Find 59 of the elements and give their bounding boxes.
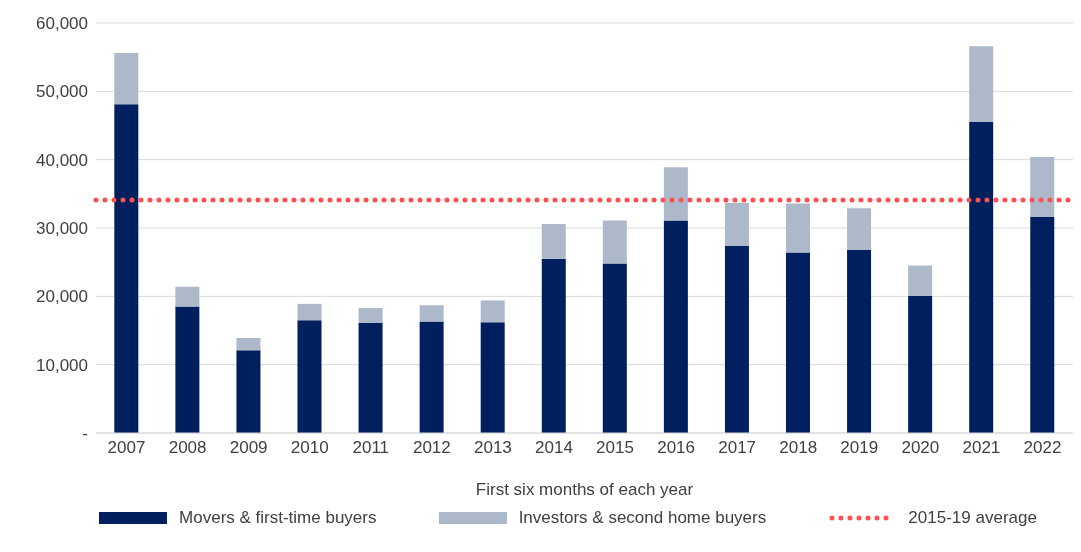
bar: [847, 249, 872, 433]
legend-label: 2015-19 average: [908, 508, 1037, 528]
x-tick-label: 2016: [657, 438, 696, 458]
y-tick-label: -: [82, 424, 88, 444]
x-tick-label: 2015: [596, 438, 634, 458]
y-tick-label: 60,000: [36, 14, 88, 34]
bar: [969, 46, 994, 123]
legend-label: Movers & first-time buyers: [179, 508, 377, 528]
bar: [786, 252, 811, 433]
bar: [236, 350, 261, 433]
bar: [480, 322, 505, 433]
x-axis-title: First six months of each year: [475, 480, 694, 499]
y-tick-label: 50,000: [36, 82, 88, 102]
bar: [663, 167, 688, 221]
bar: [847, 208, 872, 250]
bar: [908, 295, 933, 433]
x-tick-label: 2007: [107, 438, 146, 458]
bar: [236, 338, 261, 351]
x-tick-label: 2008: [168, 438, 207, 458]
x-tick-label: 2010: [290, 438, 329, 458]
bar: [541, 223, 566, 259]
bar: [114, 53, 139, 105]
x-tick-label: 2012: [412, 438, 451, 458]
y-tick-label: 20,000: [36, 287, 88, 307]
x-tick-label: 2018: [779, 438, 818, 458]
x-tick-label: 2017: [718, 438, 757, 458]
bar: [175, 306, 200, 433]
bar: [297, 320, 322, 433]
bar: [175, 286, 200, 307]
x-tick-label: 2014: [535, 438, 573, 458]
bar: [297, 303, 322, 321]
legend-label: Investors & second home buyers: [518, 508, 767, 528]
bar: [1030, 156, 1055, 218]
bar: [969, 122, 994, 433]
x-tick-label: 2009: [229, 438, 268, 458]
bar: [724, 202, 749, 246]
x-tick-label: 2011: [352, 438, 390, 458]
y-tick-label: 40,000: [36, 150, 88, 170]
x-tick-label: 2021: [962, 438, 1001, 458]
bar: [541, 258, 566, 433]
y-tick-label: 10,000: [36, 355, 88, 375]
x-tick-label: 2020: [901, 438, 940, 458]
bar: [1030, 217, 1055, 433]
bar: [480, 300, 505, 323]
bar: [358, 307, 383, 323]
bar: [724, 245, 749, 433]
bar: [602, 263, 627, 433]
x-tick-label: 2013: [473, 438, 512, 458]
x-tick-label: 2022: [1023, 438, 1062, 458]
x-tick-label: 2019: [840, 438, 879, 458]
bar: [663, 220, 688, 433]
bar: [419, 305, 444, 322]
bar: [602, 220, 627, 264]
y-tick-label: 30,000: [36, 219, 88, 239]
bar: [908, 265, 933, 296]
bar: [419, 321, 444, 433]
bar: [786, 203, 811, 253]
bar: [358, 322, 383, 433]
bar: [114, 104, 139, 433]
